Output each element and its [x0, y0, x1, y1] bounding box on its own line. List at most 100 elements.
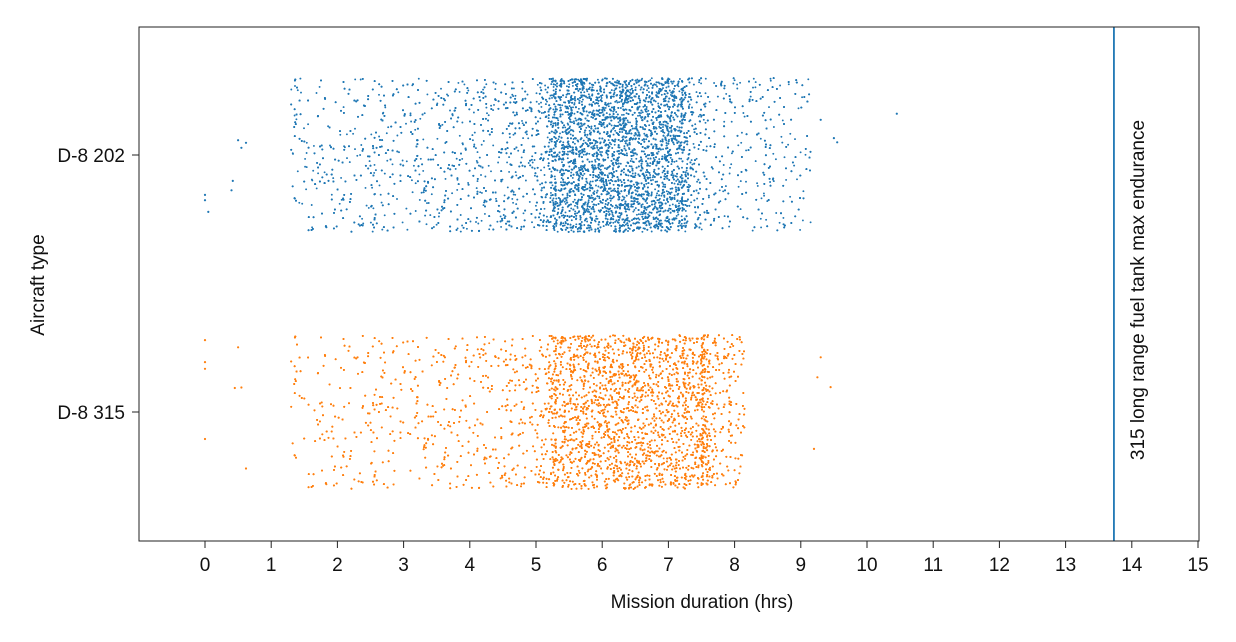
data-point — [553, 229, 556, 232]
data-point — [556, 230, 559, 233]
data-point — [567, 145, 570, 148]
data-point — [737, 185, 740, 188]
data-point — [582, 85, 585, 88]
data-point — [624, 223, 627, 226]
data-point — [724, 185, 727, 188]
data-point — [568, 165, 571, 168]
data-point — [641, 77, 644, 80]
data-point — [772, 180, 775, 183]
data-point — [668, 138, 670, 141]
data-point — [440, 87, 442, 90]
data-point — [485, 106, 488, 109]
data-point — [641, 139, 644, 142]
data-point — [514, 94, 517, 97]
data-point — [401, 221, 404, 224]
data-point — [585, 126, 588, 129]
data-point — [623, 224, 626, 227]
data-point — [552, 166, 554, 169]
data-point — [583, 209, 586, 212]
data-point — [625, 152, 628, 155]
data-point — [618, 192, 621, 195]
data-point — [789, 195, 792, 198]
data-point — [380, 201, 383, 204]
data-point — [618, 128, 621, 131]
data-point — [607, 223, 610, 226]
data-point — [551, 96, 553, 99]
data-point — [638, 218, 641, 221]
data-point — [618, 101, 621, 104]
data-point — [581, 176, 584, 179]
data-point — [676, 211, 679, 214]
data-point — [565, 129, 568, 132]
data-point — [707, 196, 710, 199]
data-point — [667, 190, 670, 193]
data-point — [588, 129, 591, 132]
data-point — [559, 132, 561, 135]
points-layer — [203, 77, 898, 490]
data-point — [593, 190, 596, 193]
data-point — [596, 78, 599, 81]
data-point — [498, 210, 501, 213]
data-point — [754, 81, 757, 84]
data-point — [426, 202, 428, 205]
data-point — [564, 130, 567, 133]
data-point — [417, 77, 420, 80]
data-point — [461, 121, 464, 124]
data-point — [332, 177, 335, 180]
data-point — [373, 163, 376, 166]
data-point — [655, 220, 658, 223]
data-point — [579, 218, 582, 221]
data-point — [570, 168, 573, 171]
data-point — [637, 213, 640, 216]
data-point — [482, 140, 485, 142]
data-point — [384, 106, 387, 109]
data-point — [517, 149, 520, 152]
data-point — [619, 179, 622, 182]
data-point — [543, 166, 546, 169]
data-point — [660, 88, 663, 91]
data-point — [511, 197, 514, 200]
data-point — [296, 89, 299, 92]
data-point — [609, 199, 612, 202]
data-point — [632, 200, 634, 203]
data-point — [528, 200, 531, 203]
data-point — [581, 98, 584, 101]
data-point — [411, 191, 414, 194]
data-point — [675, 188, 678, 191]
data-point — [474, 147, 477, 150]
data-point — [401, 159, 404, 162]
data-point — [348, 161, 351, 164]
data-point — [550, 194, 553, 197]
data-point — [590, 116, 593, 118]
data-point — [343, 145, 346, 148]
data-point — [671, 172, 674, 175]
data-point — [568, 105, 571, 108]
data-point — [562, 214, 565, 217]
data-point — [643, 132, 646, 135]
data-point — [533, 226, 536, 229]
data-point — [668, 228, 671, 231]
data-point — [414, 128, 417, 131]
data-point — [480, 219, 483, 222]
data-point — [587, 124, 590, 127]
data-point — [759, 217, 762, 220]
data-point — [628, 143, 631, 146]
data-point — [447, 94, 450, 97]
data-point — [598, 195, 601, 198]
data-point — [525, 133, 528, 136]
data-point — [622, 113, 625, 116]
data-point — [599, 151, 602, 153]
data-point — [609, 197, 611, 200]
data-point — [480, 191, 483, 194]
data-point — [588, 210, 591, 213]
data-point — [588, 86, 591, 89]
data-point — [570, 171, 573, 174]
data-point — [512, 133, 515, 136]
data-point — [536, 83, 539, 86]
data-point — [583, 208, 586, 211]
data-point — [623, 129, 626, 132]
data-point — [631, 172, 634, 175]
data-point — [725, 92, 728, 95]
data-point — [652, 174, 655, 177]
data-point — [592, 176, 594, 179]
